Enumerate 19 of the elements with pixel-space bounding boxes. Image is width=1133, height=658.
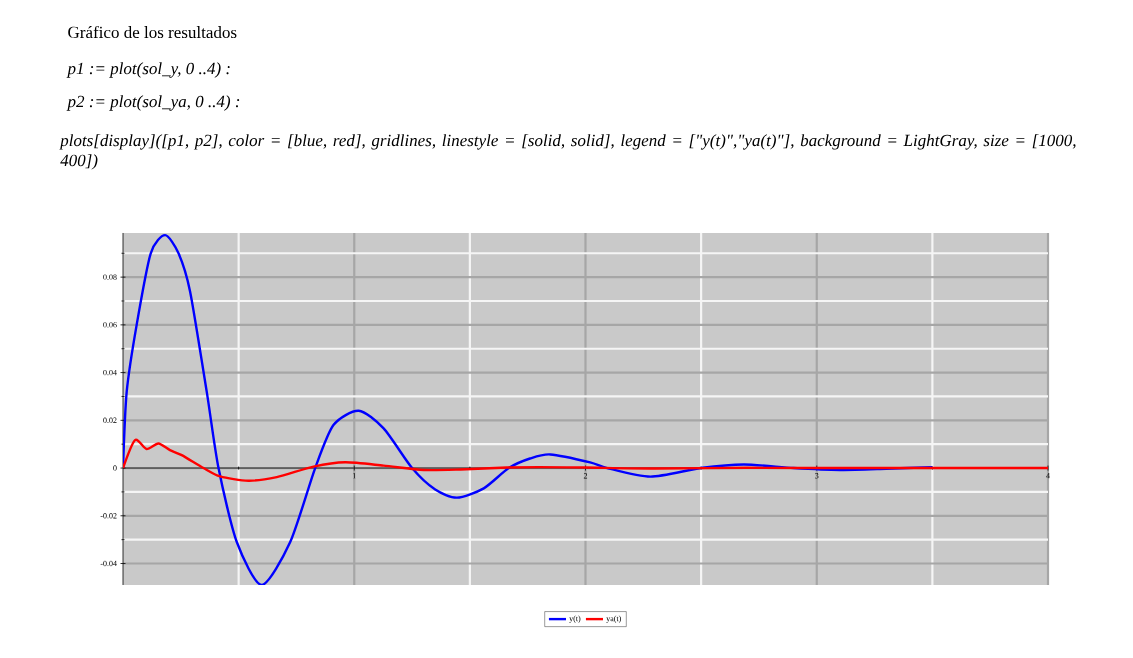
x-tick-label: 3 (815, 473, 819, 479)
chart-title: Gráfico de los resultados (68, 25, 237, 39)
x-tick-label: 1 (352, 473, 356, 479)
line-series (123, 233, 934, 585)
y-tick-label: 0.08 (103, 274, 117, 280)
y-tick-label: 0 (113, 465, 117, 471)
x-tick-label: 2 (583, 473, 588, 479)
text: plots[display]([p1, p2], color = [blue, red], gridlines, linestyle = [solid, solid], legend = ["y(t)","ya(t)"], background = LightGray, size = [1000, 400]) (59, 134, 1076, 170)
x-tick-label: 4 (1046, 473, 1050, 479)
legend-label: ya(t) (606, 615, 621, 623)
text: p2 := plot(sol_ya, 0 ..4) : (66, 95, 240, 111)
line-series (123, 438, 1048, 482)
y-tick-label: 0.02 (103, 417, 117, 424)
y-tick-label: -0.04 (100, 560, 117, 567)
text: p1 := plot(sol_y, 0 ..4) : (66, 62, 230, 78)
y-tick-label: 0.06 (103, 322, 117, 328)
y-tick-label: -0.02 (100, 513, 117, 519)
legend-label: y(t) (569, 615, 581, 623)
y-tick-label: 0.04 (103, 369, 117, 376)
